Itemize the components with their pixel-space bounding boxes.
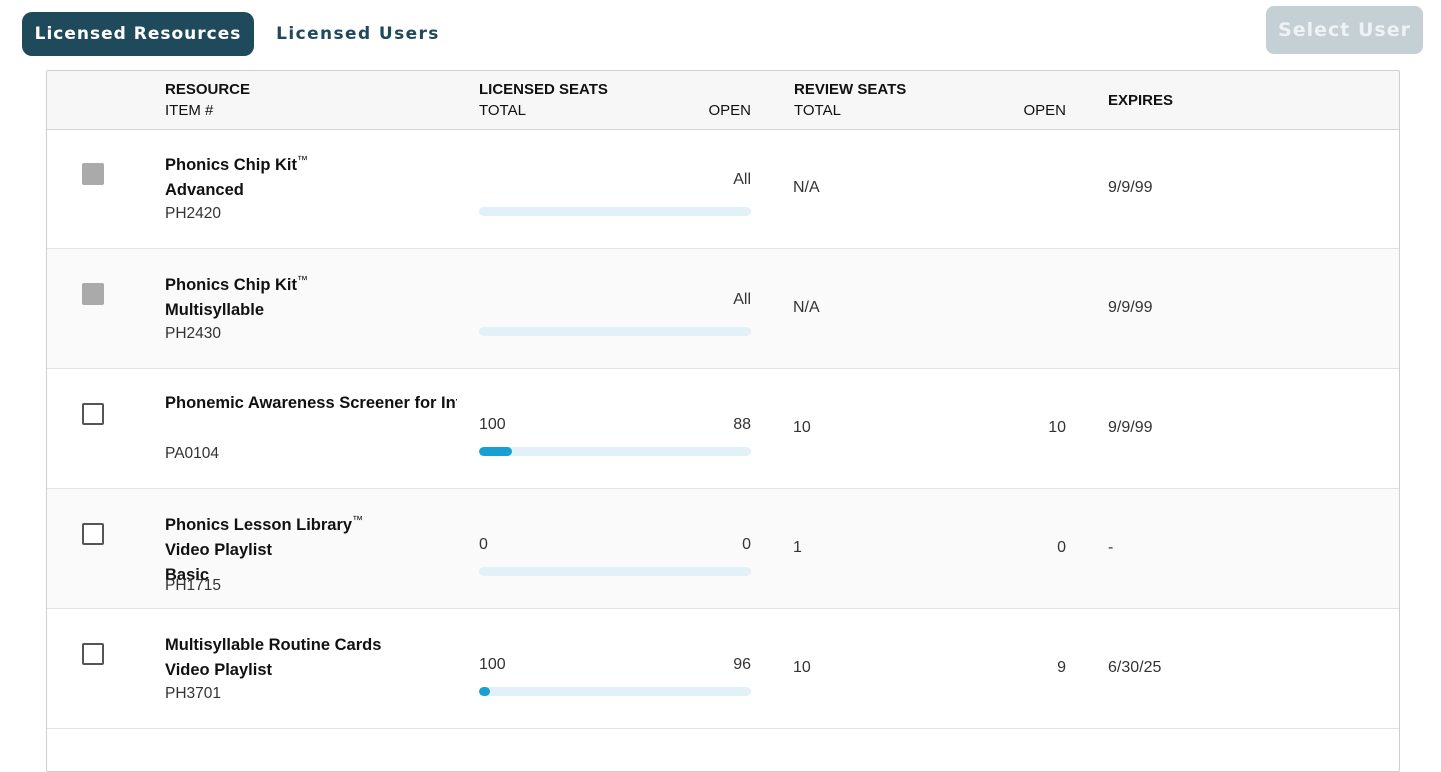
header-item: ITEM #	[165, 102, 214, 119]
resource-name-line: Multisyllable	[165, 301, 265, 319]
row-checkbox	[82, 163, 104, 185]
review-open: 10	[1048, 419, 1066, 436]
licensed-total: 100	[479, 416, 506, 433]
header-review-seats: REVIEW SEATS	[794, 81, 907, 98]
resource-name: Multisyllable Routine Cards Video Playlis…	[165, 633, 457, 683]
expires-date: 6/30/25	[1108, 659, 1162, 676]
resource-name: Phonemic Awareness Screener for Interven…	[165, 391, 457, 416]
review-open: 9	[1057, 659, 1066, 676]
licensed-total: 100	[479, 656, 506, 673]
expires-date: -	[1108, 539, 1114, 556]
tab-licensed-users[interactable]: Licensed Users	[270, 12, 446, 56]
expires-date: 9/9/99	[1108, 419, 1153, 436]
table-row: Phonics Chip Kit™ Multisyllable PH2430 All N…	[47, 249, 1399, 369]
licensed-all: All	[733, 171, 751, 188]
review-total: 10	[793, 419, 811, 436]
item-number: PA0104	[165, 445, 220, 462]
item-number: PH2430	[165, 325, 222, 342]
review-total: N/A	[793, 299, 820, 316]
licensed-seats-bar-fill	[479, 447, 512, 456]
header-licensed-total: TOTAL	[479, 102, 526, 119]
table-row: Phonemic Awareness Screener for Interven…	[47, 369, 1399, 489]
select-user-button[interactable]: Select User	[1266, 6, 1423, 54]
resource-name-line: Advanced	[165, 181, 244, 199]
resource-name: Phonics Chip Kit™ Advanced	[165, 153, 457, 203]
resource-name-line: Video Playlist	[165, 541, 272, 559]
trademark-symbol: ™	[297, 154, 308, 167]
review-total: 1	[793, 539, 802, 556]
licensed-seats-bar	[479, 447, 751, 456]
table-row: Phonics Chip Kit™ Advanced PH2420 All N/A 9/9…	[47, 129, 1399, 249]
licensed-seats-bar	[479, 567, 751, 576]
licensed-seats-bar	[479, 327, 751, 336]
resource-name-line: Phonics Lesson Library	[165, 516, 353, 534]
table-row: Phonics Lesson Library™ Video Playlist Bas…	[47, 489, 1399, 609]
trademark-symbol: ™	[297, 274, 308, 287]
item-number: PH2420	[165, 205, 222, 222]
licensed-seats-bar	[479, 687, 751, 696]
resource-name-line: Video Playlist	[165, 661, 272, 679]
row-checkbox[interactable]	[82, 403, 104, 425]
item-number: PH3701	[165, 685, 222, 702]
header-licensed-seats: LICENSED SEATS	[479, 81, 608, 98]
expires-date: 9/9/99	[1108, 299, 1153, 316]
licensed-all: All	[733, 291, 751, 308]
resource-name-line: Phonics Chip Kit	[165, 156, 297, 174]
row-checkbox[interactable]	[82, 523, 104, 545]
review-total: N/A	[793, 179, 820, 196]
resource-name: Phonics Lesson Library™ Video Playlist Bas…	[165, 513, 457, 588]
licensed-open: 88	[733, 416, 751, 433]
review-open: 0	[1057, 539, 1066, 556]
header-resource: RESOURCE	[165, 81, 251, 98]
header-review-open: OPEN	[1023, 102, 1066, 119]
licensed-open: 0	[742, 536, 751, 553]
row-checkbox[interactable]	[82, 643, 104, 665]
header-licensed-open: OPEN	[708, 102, 751, 119]
row-checkbox	[82, 283, 104, 305]
tab-licensed-resources[interactable]: Licensed Resources	[22, 12, 254, 56]
trademark-symbol: ™	[352, 514, 364, 527]
licensed-seats-bar-fill	[479, 687, 490, 696]
resource-name-line: Multisyllable Routine Cards	[165, 636, 382, 654]
licensed-total: 0	[479, 536, 488, 553]
licensed-seats-bar	[479, 207, 751, 216]
resource-name-line: Basic	[165, 566, 210, 584]
resource-name-line: Phonics Chip Kit	[165, 276, 297, 294]
table-row: Multisyllable Routine Cards Video Playlis…	[47, 609, 1399, 729]
licensed-open: 96	[733, 656, 751, 673]
resources-table: RESOURCE ITEM # LICENSED SEATS TOTAL OPE…	[46, 70, 1400, 772]
expires-date: 9/9/99	[1108, 179, 1153, 196]
header-review-total: TOTAL	[794, 102, 841, 119]
review-total: 10	[793, 659, 811, 676]
item-number: PH1715	[165, 577, 222, 594]
header-expires: EXPIRES	[1108, 92, 1174, 109]
resource-name: Phonics Chip Kit™ Multisyllable	[165, 273, 457, 323]
table-header: RESOURCE ITEM # LICENSED SEATS TOTAL OPE…	[47, 71, 1399, 130]
resource-name-line: Phonemic Awareness Screener for Interven…	[165, 394, 457, 412]
